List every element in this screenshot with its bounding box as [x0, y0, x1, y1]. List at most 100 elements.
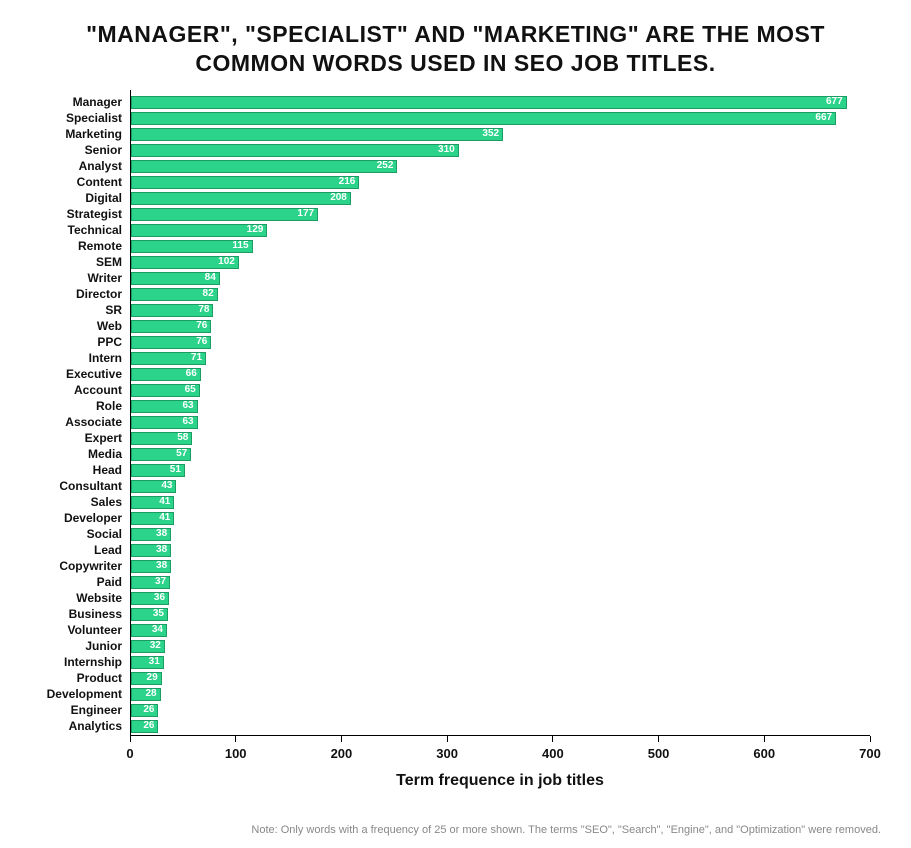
category-label: Paid [30, 575, 122, 589]
category-label: Role [30, 399, 122, 413]
bar [131, 176, 359, 189]
bar-value-label: 28 [145, 688, 156, 699]
bar-value-label: 677 [826, 96, 843, 107]
bar-value-label: 115 [232, 240, 248, 251]
footnote: Note: Only words with a frequency of 25 … [251, 824, 881, 836]
bar-value-label: 32 [150, 640, 161, 651]
bar [131, 208, 318, 221]
x-tick-label: 0 [126, 746, 133, 761]
bar-value-label: 352 [482, 128, 499, 139]
x-tick-label: 300 [436, 746, 458, 761]
x-tick [341, 736, 342, 742]
bar-value-label: 41 [159, 512, 170, 523]
category-label: Specialist [30, 111, 122, 125]
category-label: Executive [30, 367, 122, 381]
bar-value-label: 58 [177, 432, 188, 443]
bar-value-label: 310 [438, 144, 455, 155]
bar-value-label: 51 [170, 464, 181, 475]
category-label: Technical [30, 223, 122, 237]
bar-value-label: 667 [815, 112, 832, 123]
bar [131, 112, 836, 125]
category-label: Social [30, 527, 122, 541]
x-tick [130, 736, 131, 742]
category-label: Analytics [30, 719, 122, 733]
x-tick [447, 736, 448, 742]
bar [131, 160, 397, 173]
category-label: Content [30, 175, 122, 189]
bar-value-label: 38 [156, 544, 167, 555]
bar-value-label: 216 [339, 176, 356, 187]
chart-area: Term frequence in job titles Manager 677 S… [30, 90, 881, 816]
bar-value-label: 57 [176, 448, 187, 459]
x-tick [658, 736, 659, 742]
bar-value-label: 252 [377, 160, 394, 171]
bar-value-label: 71 [191, 352, 202, 363]
bar-value-label: 129 [247, 224, 264, 235]
category-label: Sales [30, 495, 122, 509]
category-label: Account [30, 383, 122, 397]
bar-value-label: 38 [156, 528, 167, 539]
category-label: Engineer [30, 703, 122, 717]
bar-value-label: 43 [161, 480, 172, 491]
bar-value-label: 177 [297, 208, 314, 219]
category-label: Expert [30, 431, 122, 445]
bar [131, 128, 503, 141]
bar-value-label: 37 [155, 576, 166, 587]
bar-value-label: 34 [152, 624, 163, 635]
category-label: SEM [30, 255, 122, 269]
category-label: SR [30, 303, 122, 317]
chart-title: "MANAGER", "SPECIALIST" AND "MARKETING" … [0, 20, 911, 82]
x-tick [552, 736, 553, 742]
bar-value-label: 76 [196, 336, 207, 347]
bar-value-label: 35 [153, 608, 164, 619]
category-label: Development [30, 687, 122, 701]
bar-value-label: 208 [330, 192, 347, 203]
chart-title-line1: "MANAGER", "SPECIALIST" AND "MARKETING" … [86, 21, 825, 47]
category-label: Senior [30, 143, 122, 157]
category-label: Marketing [30, 127, 122, 141]
bar-value-label: 63 [182, 400, 193, 411]
x-tick-label: 700 [859, 746, 881, 761]
category-label: Director [30, 287, 122, 301]
category-label: Copywriter [30, 559, 122, 573]
category-label: Associate [30, 415, 122, 429]
x-tick-label: 600 [753, 746, 775, 761]
bar-value-label: 36 [154, 592, 165, 603]
category-label: Lead [30, 543, 122, 557]
x-tick [764, 736, 765, 742]
bar-value-label: 66 [186, 368, 197, 379]
bar [131, 192, 351, 205]
category-label: Internship [30, 655, 122, 669]
bar-value-label: 26 [143, 720, 154, 731]
category-label: Digital [30, 191, 122, 205]
bar-value-label: 26 [143, 704, 154, 715]
category-label: Consultant [30, 479, 122, 493]
bar [131, 144, 459, 157]
bar-value-label: 78 [198, 304, 209, 315]
bar-value-label: 65 [185, 384, 196, 395]
x-axis-title: Term frequence in job titles [130, 772, 870, 790]
bar-value-label: 76 [196, 320, 207, 331]
category-label: Volunteer [30, 623, 122, 637]
category-label: Analyst [30, 159, 122, 173]
category-label: Head [30, 463, 122, 477]
category-label: Strategist [30, 207, 122, 221]
category-label: Website [30, 591, 122, 605]
x-tick-label: 400 [542, 746, 564, 761]
bar-value-label: 63 [182, 416, 193, 427]
bar-value-label: 82 [203, 288, 214, 299]
x-tick-label: 500 [648, 746, 670, 761]
bar-value-label: 31 [149, 656, 160, 667]
category-label: PPC [30, 335, 122, 349]
category-label: Product [30, 671, 122, 685]
bar [131, 96, 847, 109]
category-label: Web [30, 319, 122, 333]
category-label: Remote [30, 239, 122, 253]
bar-value-label: 84 [205, 272, 216, 283]
category-label: Manager [30, 95, 122, 109]
bar-value-label: 41 [159, 496, 170, 507]
category-label: Writer [30, 271, 122, 285]
bar-value-label: 38 [156, 560, 167, 571]
category-label: Media [30, 447, 122, 461]
category-label: Junior [30, 639, 122, 653]
